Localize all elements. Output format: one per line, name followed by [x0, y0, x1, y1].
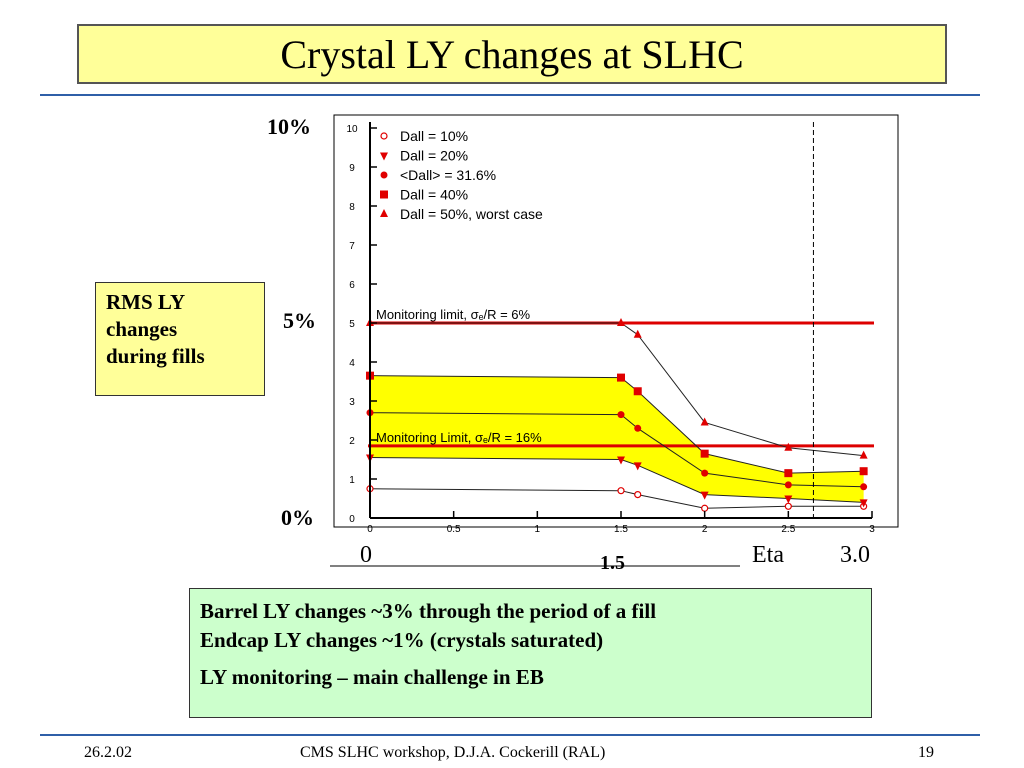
data-point — [701, 469, 709, 477]
eta-start-label: 0 — [360, 542, 372, 568]
data-point — [380, 209, 388, 217]
note-monitoring: LY monitoring – main challenge in EB — [200, 665, 544, 689]
monitoring-limit-label: Monitoring Limit, σₑ/R = 16% — [376, 430, 542, 445]
data-point — [617, 456, 625, 465]
data-point — [859, 499, 868, 508]
legend-entry: <Dall> = 31.6% — [400, 167, 496, 183]
yellow-band — [370, 375, 864, 503]
rms-ly-line-2: changes — [106, 317, 178, 341]
rms-ly-line-3: during fills — [106, 344, 205, 368]
y-tick-label: 7 — [349, 241, 355, 252]
series-line — [369, 412, 864, 488]
legend-entry: Dall = 20% — [400, 148, 468, 164]
data-point — [634, 491, 642, 499]
y-tick-label: 8 — [349, 202, 355, 213]
data-point — [700, 491, 709, 500]
data-point — [700, 449, 709, 458]
x-tick-label: 1.5 — [614, 524, 628, 535]
rms-ly-line-1: RMS LY — [106, 290, 186, 314]
data-point — [380, 132, 388, 140]
y-tick-label: 10 — [346, 124, 358, 135]
data-point — [859, 467, 868, 476]
y-tick-label: 6 — [349, 280, 355, 291]
data-point — [784, 495, 793, 504]
monitoring-limit-label: Monitoring limit, σₑ/R = 6% — [376, 307, 531, 322]
series-line — [369, 375, 864, 474]
series-line — [370, 322, 864, 457]
footer-center: CMS SLHC workshop, D.J.A. Cockerill (RAL… — [300, 744, 606, 761]
data-point — [860, 483, 868, 491]
footer-rule — [40, 734, 980, 736]
legend-entry: Dall = 40% — [400, 187, 468, 203]
data-point — [380, 190, 388, 199]
y-tick-label: 0 — [349, 514, 355, 525]
x-tick-label: 0 — [367, 524, 373, 535]
eta-axis-name: Eta — [752, 542, 784, 568]
data-point — [617, 487, 625, 495]
y-tick-label: 1 — [349, 475, 355, 486]
eta-end-label: 3.0 — [840, 542, 870, 568]
note-barrel: Barrel LY changes ~3% through the period… — [200, 599, 657, 623]
x-tick-label: 2.5 — [781, 524, 795, 535]
y-tick-label: 5 — [349, 319, 355, 330]
data-point — [634, 424, 642, 432]
y-tick-label: 4 — [349, 358, 355, 369]
data-point — [784, 469, 793, 478]
data-point — [859, 450, 868, 459]
data-point — [700, 417, 709, 426]
data-point — [633, 329, 642, 338]
data-point — [701, 504, 709, 512]
series-line — [369, 488, 864, 509]
y-tick-label: 3 — [349, 397, 355, 408]
data-point — [617, 411, 625, 419]
data-point — [633, 462, 642, 471]
data-point — [784, 481, 792, 489]
y-tick-label: 2 — [349, 436, 355, 447]
data-point — [380, 171, 388, 179]
data-point — [784, 442, 793, 451]
series-line — [369, 457, 864, 503]
y-tick-label: 9 — [349, 163, 355, 174]
x-tick-label: 1 — [535, 524, 541, 535]
data-point — [633, 387, 642, 396]
summary-notes-box: Barrel LY changes ~3% through the period… — [189, 588, 872, 718]
footer-date: 26.2.02 — [84, 744, 132, 761]
pct-label-top: 10% — [267, 114, 311, 139]
eta-mid-label: 1.5 — [600, 552, 625, 574]
pct-label-bottom: 0% — [281, 505, 314, 530]
x-tick-label: 0.5 — [447, 524, 461, 535]
legend-entry: Dall = 50%, worst case — [400, 206, 543, 222]
rms-ly-box: RMS LY changes during fills — [95, 282, 265, 396]
slide-title: Crystal LY changes at SLHC — [280, 31, 744, 77]
footer-page: 19 — [918, 744, 934, 761]
header-rule — [40, 94, 980, 96]
note-endcap: Endcap LY changes ~1% (crystals saturate… — [200, 628, 604, 652]
x-tick-label: 2 — [702, 524, 708, 535]
data-point — [784, 502, 792, 510]
legend-entry: Dall = 10% — [400, 128, 468, 144]
data-point — [617, 373, 625, 382]
pct-label-mid: 5% — [283, 308, 316, 333]
x-tick-label: 3 — [869, 524, 875, 535]
data-point — [617, 318, 625, 326]
data-point — [380, 152, 388, 161]
slide-title-box: Crystal LY changes at SLHC — [77, 24, 947, 84]
